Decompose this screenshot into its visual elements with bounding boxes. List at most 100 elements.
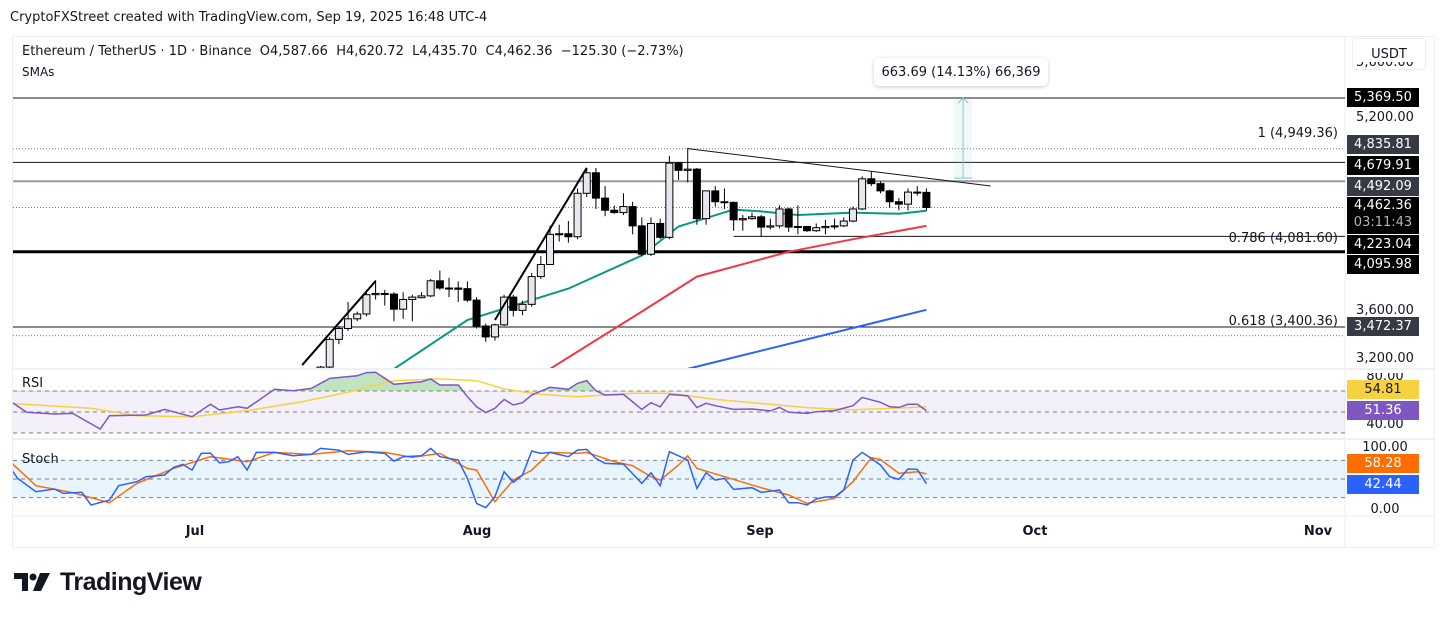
candle-down	[674, 162, 683, 171]
last-price: 4,462.36	[1354, 198, 1412, 213]
price-badge: 5,369.50	[1347, 88, 1419, 107]
tradingview-logo[interactable]: TradingView	[14, 568, 202, 597]
candle-down	[380, 292, 389, 295]
time-tick-nov: Nov	[1303, 524, 1333, 539]
time-tick-aug: Aug	[462, 524, 492, 539]
stoch-d-line	[13, 450, 927, 505]
measure-label: 663.69 (14.13%) 66,369	[874, 58, 1048, 86]
candle-up	[490, 324, 499, 338]
candle-down	[628, 206, 637, 227]
stoch-d-badge: 58.28	[1347, 454, 1419, 473]
candle-up	[334, 327, 343, 340]
rsi-pane	[13, 371, 1345, 434]
candle-up	[830, 225, 839, 228]
price-badge: 4,679.91	[1347, 156, 1419, 175]
stoch-tick: 100.00	[1362, 440, 1408, 455]
ohlc-open: O4,587.66	[259, 44, 328, 59]
candle-down	[610, 209, 619, 214]
ohlc-close: C4,462.36	[485, 44, 553, 59]
candle-down	[876, 183, 885, 192]
price-tick: 3,600.00	[1356, 303, 1414, 318]
candle-up	[408, 296, 417, 301]
price-tick: 5,200.00	[1356, 110, 1414, 125]
candle-up	[316, 366, 325, 368]
candle-up	[344, 318, 353, 329]
candle-up	[702, 190, 711, 220]
candle-up	[536, 264, 545, 278]
candle-up	[362, 294, 371, 315]
indicator-legend-smas[interactable]: SMAs	[22, 65, 55, 79]
candle-down	[509, 296, 518, 311]
candle-up	[821, 225, 830, 229]
price-badge: 4,095.98	[1347, 255, 1419, 274]
chart-frame	[12, 36, 1435, 548]
candle-up	[582, 172, 591, 194]
candle-down	[463, 288, 472, 301]
candle-up	[738, 218, 747, 221]
ohlc-low: L4,435.70	[412, 44, 478, 59]
candle-down	[454, 287, 463, 290]
measure-tool[interactable]	[954, 97, 973, 179]
candle-up	[426, 280, 435, 297]
tradingview-logo-text: TradingView	[60, 568, 202, 596]
rsi-tick: 40.00	[1366, 417, 1404, 432]
candle-down	[692, 168, 701, 220]
candle-down	[637, 225, 646, 255]
candle-down	[591, 172, 600, 199]
chart-credit: CryptoFXStreet created with TradingView.…	[10, 10, 488, 25]
candle-up	[793, 225, 802, 228]
candle-up	[904, 191, 913, 205]
candle-up	[848, 208, 857, 222]
candle-down	[656, 222, 665, 238]
candle-down	[784, 208, 793, 228]
candle-up	[573, 192, 582, 238]
symbol-name: Ethereum / TetherUS · 1D · Binance	[22, 44, 252, 59]
measure-arrowhead	[957, 97, 969, 104]
candle-up	[766, 225, 775, 228]
candle-up	[325, 338, 334, 368]
candle-down	[729, 201, 738, 221]
candle-up	[647, 222, 655, 255]
candle-up	[353, 313, 362, 320]
price-badge: 4,835.81	[1347, 135, 1419, 154]
candle-down	[564, 233, 573, 238]
rsi-label[interactable]: RSI	[22, 376, 44, 391]
stoch-label[interactable]: Stoch	[22, 452, 59, 467]
rsi-badge: 51.36	[1347, 401, 1419, 420]
currency-button[interactable]: USDT	[1352, 38, 1426, 70]
fib-label-0618: 0.618 (3,400.36)	[1228, 314, 1338, 329]
candle-down	[472, 299, 481, 327]
tradingview-logo-icon	[14, 572, 50, 591]
candle-up	[527, 276, 536, 305]
candle-up	[518, 303, 527, 311]
time-tick-sep: Sep	[746, 524, 774, 539]
candle-up	[812, 227, 821, 232]
candle-down	[922, 191, 931, 208]
symbol-legend[interactable]: Ethereum / TetherUS · 1D · Binance O4,58…	[22, 44, 684, 59]
candle-down	[885, 190, 894, 203]
stoch-k-line	[13, 447, 928, 509]
last-price-badge: 4,462.36 03:11:43	[1347, 197, 1419, 234]
time-tick-jul: Jul	[185, 524, 205, 539]
candle-up	[371, 292, 380, 296]
candle-up	[555, 233, 564, 236]
candle-down	[481, 325, 490, 338]
trendline	[494, 167, 588, 321]
trendlines[interactable]	[301, 148, 991, 366]
fib-label-1: 1 (4,949.36)	[1257, 126, 1338, 141]
horizontal-levels[interactable]	[13, 97, 1345, 337]
candle-down	[867, 178, 876, 185]
bar-countdown: 03:11:43	[1353, 215, 1413, 230]
fib-label-0786: 0.786 (4,081.60)	[1228, 231, 1338, 246]
candle-up	[417, 295, 426, 299]
price-tick: 3,200.00	[1356, 351, 1414, 366]
rsi-ma-line	[13, 378, 927, 418]
candle-down	[757, 216, 766, 228]
price-badge: 4,492.09	[1347, 177, 1419, 196]
price-tick: 5,600.00	[1356, 62, 1414, 70]
rsi-line	[13, 371, 927, 430]
sma-mid-line	[549, 224, 927, 368]
candle-down	[720, 201, 729, 204]
ohlc-high: H4,620.72	[336, 44, 404, 59]
